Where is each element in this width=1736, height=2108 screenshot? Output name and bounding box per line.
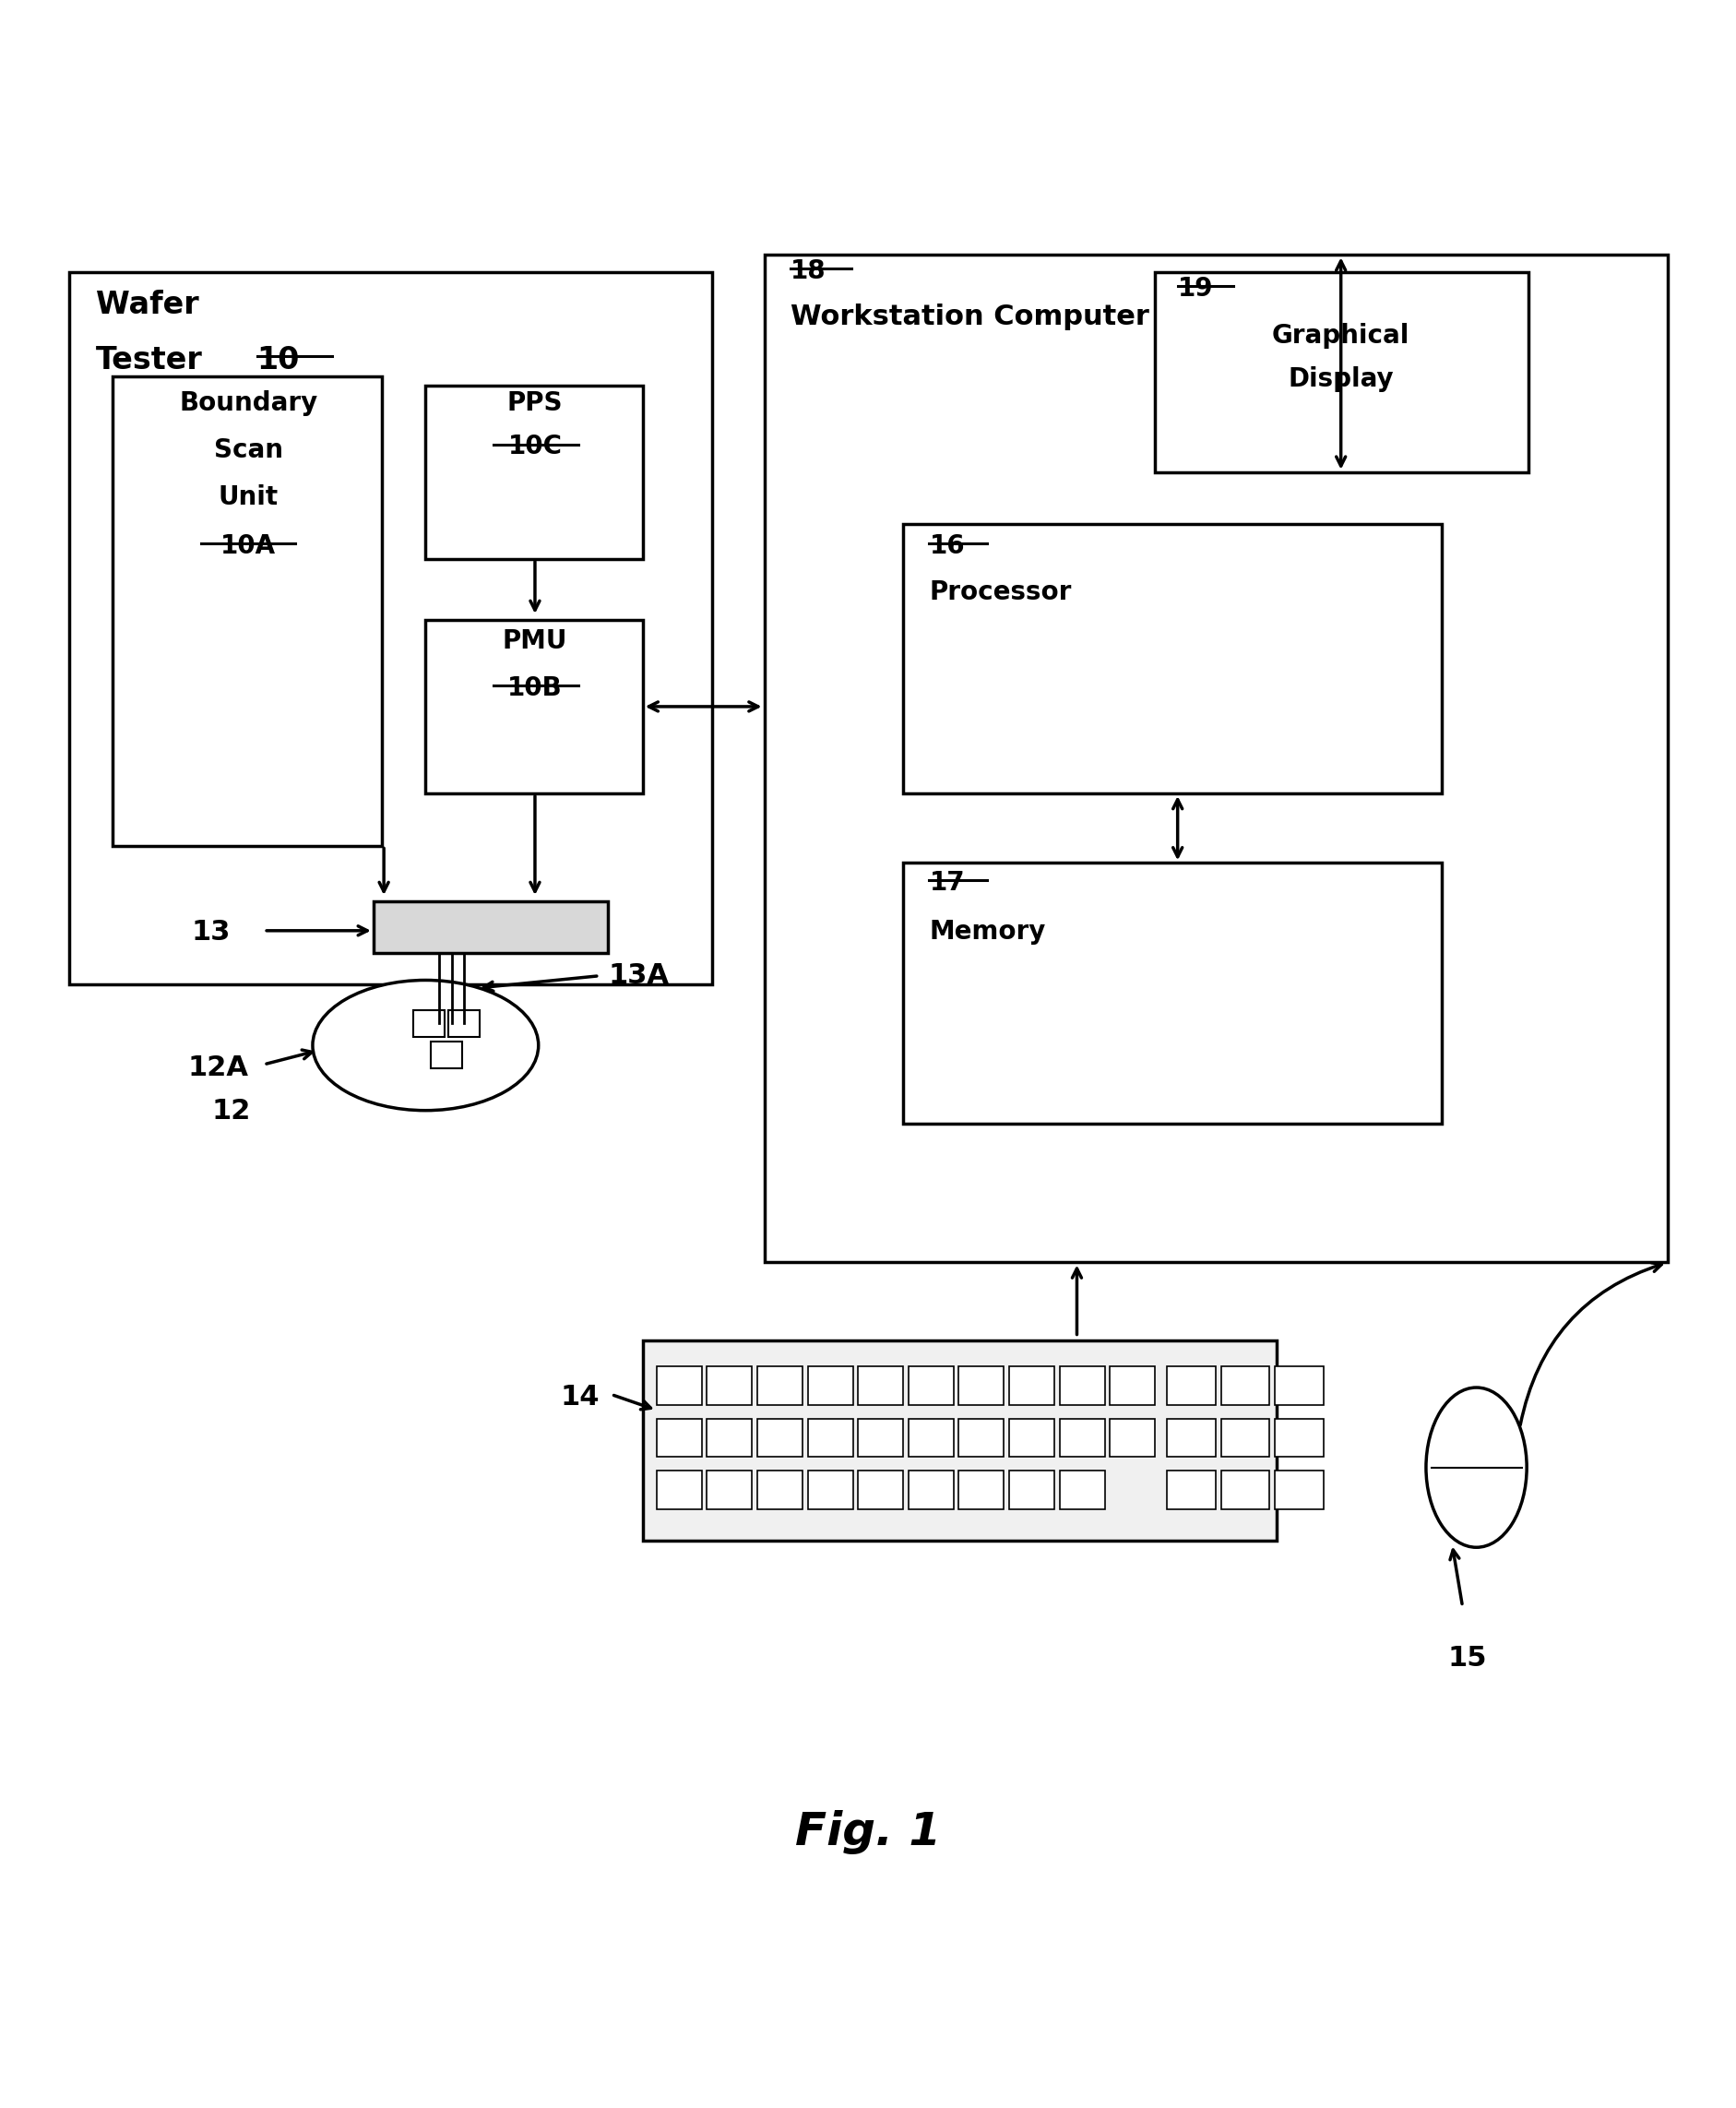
Text: 19: 19: [1177, 276, 1212, 301]
Text: 16: 16: [929, 533, 965, 559]
FancyBboxPatch shape: [958, 1366, 1003, 1404]
FancyBboxPatch shape: [707, 1471, 752, 1509]
Text: 13A: 13A: [608, 963, 668, 989]
Text: 17: 17: [929, 871, 965, 896]
Text: Scan: Scan: [214, 436, 283, 464]
FancyBboxPatch shape: [1059, 1471, 1104, 1509]
FancyBboxPatch shape: [1167, 1419, 1215, 1457]
FancyBboxPatch shape: [1274, 1419, 1323, 1457]
FancyBboxPatch shape: [903, 525, 1441, 793]
Text: 10B: 10B: [507, 675, 562, 702]
Text: PPS: PPS: [507, 390, 562, 415]
Text: Memory: Memory: [929, 919, 1045, 944]
FancyBboxPatch shape: [656, 1471, 701, 1509]
FancyBboxPatch shape: [908, 1419, 953, 1457]
Text: Boundary: Boundary: [179, 390, 318, 415]
FancyBboxPatch shape: [642, 1341, 1276, 1541]
FancyBboxPatch shape: [1009, 1419, 1054, 1457]
Text: 10: 10: [257, 346, 300, 375]
Ellipse shape: [312, 980, 538, 1111]
FancyBboxPatch shape: [413, 1010, 444, 1037]
FancyBboxPatch shape: [1109, 1366, 1154, 1404]
FancyBboxPatch shape: [1220, 1471, 1269, 1509]
FancyBboxPatch shape: [1009, 1471, 1054, 1509]
FancyBboxPatch shape: [373, 900, 608, 953]
FancyBboxPatch shape: [1009, 1366, 1054, 1404]
FancyBboxPatch shape: [807, 1419, 852, 1457]
Text: Tester: Tester: [95, 346, 201, 375]
FancyBboxPatch shape: [1274, 1471, 1323, 1509]
FancyBboxPatch shape: [113, 377, 382, 845]
FancyBboxPatch shape: [425, 386, 642, 559]
Text: PMU: PMU: [502, 628, 568, 653]
FancyBboxPatch shape: [807, 1471, 852, 1509]
Text: Workstation Computer: Workstation Computer: [790, 304, 1149, 331]
FancyBboxPatch shape: [1059, 1419, 1104, 1457]
FancyBboxPatch shape: [908, 1366, 953, 1404]
Ellipse shape: [1425, 1387, 1526, 1547]
Text: Unit: Unit: [219, 485, 278, 510]
FancyBboxPatch shape: [903, 862, 1441, 1124]
FancyBboxPatch shape: [757, 1471, 802, 1509]
FancyBboxPatch shape: [858, 1419, 903, 1457]
Text: 12: 12: [212, 1098, 252, 1126]
FancyBboxPatch shape: [757, 1419, 802, 1457]
FancyBboxPatch shape: [1167, 1366, 1215, 1404]
FancyBboxPatch shape: [431, 1041, 462, 1069]
FancyBboxPatch shape: [1274, 1366, 1323, 1404]
FancyBboxPatch shape: [858, 1471, 903, 1509]
FancyBboxPatch shape: [425, 620, 642, 793]
FancyBboxPatch shape: [707, 1366, 752, 1404]
FancyBboxPatch shape: [807, 1366, 852, 1404]
FancyBboxPatch shape: [1059, 1366, 1104, 1404]
Text: Processor: Processor: [929, 580, 1071, 605]
FancyBboxPatch shape: [448, 1010, 479, 1037]
FancyBboxPatch shape: [958, 1471, 1003, 1509]
FancyBboxPatch shape: [1154, 272, 1528, 472]
Text: Graphical: Graphical: [1271, 323, 1410, 348]
Text: 15: 15: [1448, 1644, 1486, 1672]
FancyBboxPatch shape: [1220, 1419, 1269, 1457]
Text: Fig. 1: Fig. 1: [795, 1811, 941, 1855]
Text: 13: 13: [191, 919, 231, 946]
FancyBboxPatch shape: [858, 1366, 903, 1404]
Text: Wafer: Wafer: [95, 289, 198, 320]
FancyBboxPatch shape: [757, 1366, 802, 1404]
FancyBboxPatch shape: [958, 1419, 1003, 1457]
FancyBboxPatch shape: [1167, 1471, 1215, 1509]
FancyBboxPatch shape: [69, 272, 712, 984]
FancyBboxPatch shape: [1220, 1366, 1269, 1404]
FancyBboxPatch shape: [656, 1366, 701, 1404]
Text: 10A: 10A: [220, 533, 276, 559]
Text: 12A: 12A: [187, 1054, 248, 1081]
Text: 14: 14: [559, 1385, 599, 1410]
FancyBboxPatch shape: [656, 1419, 701, 1457]
Text: Display: Display: [1288, 367, 1392, 392]
FancyBboxPatch shape: [908, 1471, 953, 1509]
Text: 18: 18: [790, 259, 826, 285]
FancyBboxPatch shape: [764, 255, 1667, 1263]
Text: 10C: 10C: [507, 434, 562, 460]
FancyBboxPatch shape: [707, 1419, 752, 1457]
FancyBboxPatch shape: [1109, 1419, 1154, 1457]
